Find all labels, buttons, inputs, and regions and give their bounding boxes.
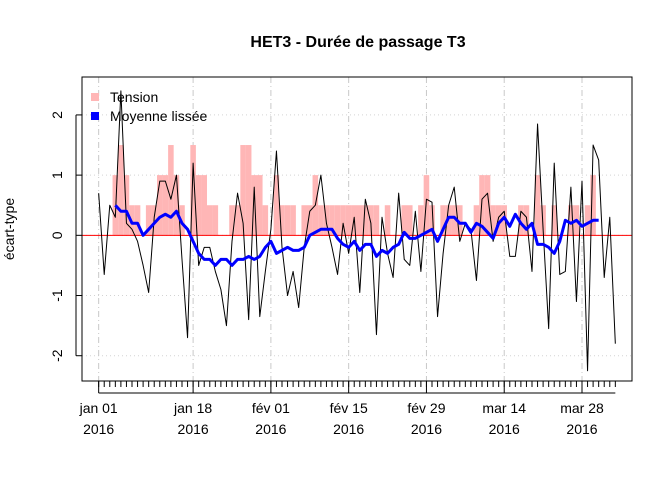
bar — [195, 175, 202, 236]
bar — [584, 205, 591, 236]
bar — [334, 205, 341, 236]
bar — [401, 205, 407, 236]
bar — [362, 205, 369, 236]
bar — [229, 205, 235, 236]
bar — [484, 175, 491, 236]
bar — [551, 205, 557, 236]
bar — [251, 175, 257, 236]
bar — [173, 175, 180, 236]
bar — [284, 205, 291, 236]
bar — [301, 205, 307, 236]
x-tick-label: mar 28 2016 — [560, 400, 604, 437]
bar — [212, 205, 219, 236]
chart-title: HET3 - Durée de passage T3 — [250, 34, 465, 51]
y-tick-label: 1 — [49, 171, 65, 179]
bar — [190, 145, 196, 236]
bar — [407, 205, 413, 236]
bar — [240, 145, 246, 236]
bar — [279, 205, 285, 236]
bar — [168, 145, 174, 236]
x-tick-label: mar 14 2016 — [482, 400, 526, 437]
bar — [262, 205, 269, 236]
line — [98, 90, 616, 372]
x-tick-label: fév 29 2016 — [407, 400, 445, 437]
line — [114, 204, 599, 267]
bar — [357, 205, 363, 236]
y-tick-label: 0 — [49, 231, 65, 239]
bar — [201, 175, 207, 236]
bar — [384, 205, 391, 236]
x-tick-label: jan 18 2016 — [173, 400, 212, 437]
bar — [340, 205, 346, 236]
bar — [290, 205, 296, 236]
bar — [429, 205, 435, 236]
bar — [118, 145, 124, 236]
bar — [123, 175, 130, 236]
bar — [495, 205, 502, 236]
bar — [318, 205, 324, 236]
bar — [373, 205, 380, 236]
bar — [345, 205, 352, 236]
bar — [451, 205, 457, 236]
bar — [518, 205, 524, 236]
y-axis-label: écart-type — [1, 198, 17, 260]
bar — [418, 205, 424, 236]
bar — [273, 175, 280, 236]
bar — [534, 175, 541, 236]
bar — [440, 205, 446, 236]
bar — [490, 205, 496, 236]
bar — [457, 205, 463, 236]
legend-swatch — [91, 93, 99, 101]
bar — [145, 205, 152, 236]
legend-label: Moyenne lissée — [110, 108, 207, 124]
bar — [162, 175, 169, 236]
bar — [590, 175, 596, 236]
bar — [157, 175, 163, 236]
legend-label: Tension — [110, 89, 158, 105]
bar — [134, 205, 141, 236]
bar — [329, 205, 335, 236]
bar — [257, 175, 263, 236]
bar — [245, 145, 252, 236]
x-tick-label: fév 15 2016 — [330, 400, 368, 437]
bar — [307, 205, 313, 236]
y-tick-label: -1 — [49, 289, 65, 302]
bar — [368, 205, 374, 236]
plot-frame — [81, 76, 633, 382]
bar — [501, 205, 507, 236]
x-tick-label: jan 01 2016 — [79, 400, 118, 437]
bar — [473, 205, 480, 236]
x-tick-label: fév 01 2016 — [252, 400, 290, 437]
bar — [234, 205, 241, 236]
y-tick-label: 2 — [49, 111, 65, 119]
legend-swatch — [91, 112, 99, 120]
bar — [568, 205, 574, 236]
bar — [207, 205, 213, 236]
y-tick-label: -2 — [49, 349, 65, 362]
